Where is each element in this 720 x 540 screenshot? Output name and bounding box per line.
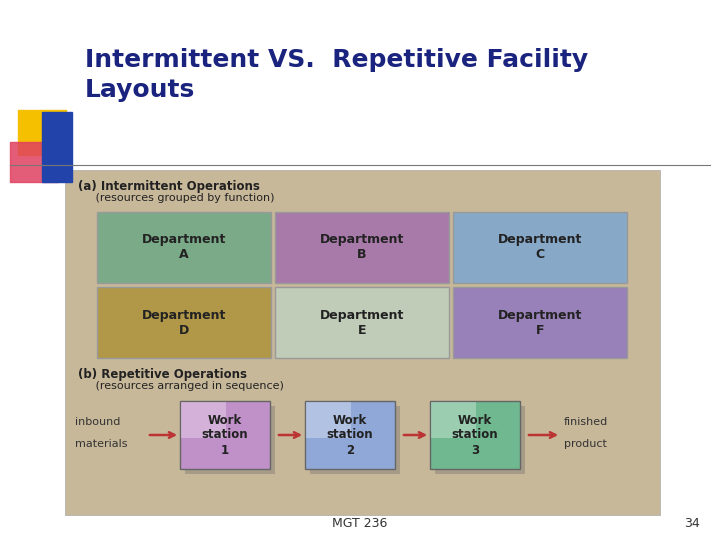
Bar (453, 287, 627, 358)
Bar (97, 287, 271, 358)
Bar (42, 112, 72, 182)
Bar (275, 212, 449, 283)
Text: Work
station
2: Work station 2 (327, 414, 373, 456)
Text: (b) Repetitive Operations: (b) Repetitive Operations (78, 368, 247, 381)
Text: Department
D: Department D (142, 308, 226, 336)
Text: (resources grouped by function): (resources grouped by function) (78, 193, 274, 203)
Bar (275, 287, 449, 358)
FancyBboxPatch shape (185, 406, 275, 474)
Bar (65, 170, 660, 515)
FancyBboxPatch shape (305, 401, 395, 469)
Text: Department
E: Department E (320, 308, 404, 336)
FancyBboxPatch shape (181, 402, 226, 438)
FancyBboxPatch shape (430, 401, 520, 469)
Text: (a) Intermittent Operations: (a) Intermittent Operations (78, 180, 260, 193)
FancyBboxPatch shape (310, 406, 400, 474)
Text: Department
F: Department F (498, 308, 582, 336)
FancyBboxPatch shape (431, 402, 476, 438)
Text: (resources arranged in sequence): (resources arranged in sequence) (78, 381, 284, 391)
FancyBboxPatch shape (306, 402, 351, 438)
Text: Work
station
3: Work station 3 (451, 414, 498, 456)
Text: Department
C: Department C (498, 233, 582, 261)
Text: finished: finished (564, 417, 608, 427)
Text: Department
B: Department B (320, 233, 404, 261)
Text: Department
A: Department A (142, 233, 226, 261)
Text: 34: 34 (684, 517, 700, 530)
Bar (453, 212, 627, 283)
Text: product: product (564, 439, 607, 449)
Bar (10, 142, 58, 182)
Text: Intermittent VS.  Repetitive Facility: Intermittent VS. Repetitive Facility (85, 48, 588, 72)
Text: Layouts: Layouts (85, 78, 195, 102)
Text: MGT 236: MGT 236 (333, 517, 387, 530)
Bar (18, 110, 66, 155)
Text: materials: materials (75, 439, 127, 449)
Text: Work
station
1: Work station 1 (202, 414, 248, 456)
Bar (97, 212, 271, 283)
FancyBboxPatch shape (180, 401, 270, 469)
Text: inbound: inbound (75, 417, 120, 427)
FancyBboxPatch shape (435, 406, 525, 474)
